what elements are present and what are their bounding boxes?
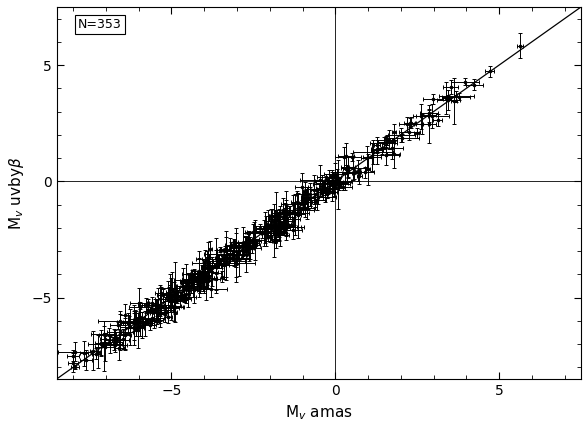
Text: N=353: N=353 (78, 18, 122, 31)
X-axis label: M$_v$ amas: M$_v$ amas (285, 403, 353, 422)
Y-axis label: M$_v$ uvby$\beta$: M$_v$ uvby$\beta$ (7, 156, 26, 230)
